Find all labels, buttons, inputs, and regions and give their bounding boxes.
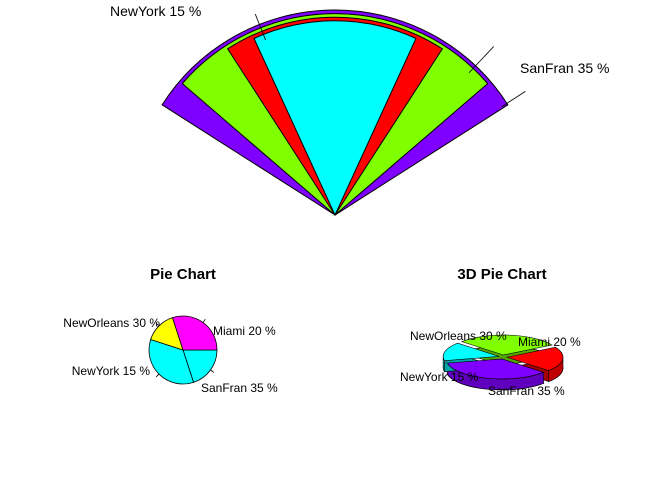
pie-leader-miami	[210, 369, 215, 373]
pie3d-label-newyork: NewYork 15 %	[400, 370, 479, 384]
pie3d-label-miami: Miami 20 %	[518, 335, 581, 349]
fan-chart: SanFran 35 % NewYork 15 %	[110, 3, 610, 217]
pie-chart: Miami 20 % SanFran 35 % NewYork 15 % NewOrl…	[63, 315, 278, 395]
pie-leader-neworleans	[202, 318, 206, 323]
pie3d-slice-newyork	[442, 342, 500, 361]
pie3d-slice-sanfran	[446, 358, 545, 380]
fan-label-newyork: NewYork 15 %	[110, 3, 201, 19]
pie3d-chart-title: 3D Pie Chart	[457, 266, 546, 283]
pie3d-slice-neworleans	[460, 334, 553, 356]
fan-leader-sanfran	[501, 91, 526, 107]
pie-label-miami: Miami 20 %	[213, 324, 276, 338]
pie-label-newyork: NewYork 15 %	[72, 364, 151, 378]
pie3d-slice-miami	[505, 346, 564, 371]
fan-label-sanfran: SanFran 35 %	[520, 60, 610, 76]
pie3d-chart: Miami 20 % SanFran 35 % NewYork 15 % NewOrl…	[400, 329, 581, 398]
pie3d-label-neworleans: NewOrleans 30 %	[410, 329, 507, 343]
fan-sector-newyork	[253, 20, 417, 217]
fan-leader-newyork	[254, 13, 266, 41]
pie3d-label-sanfran: SanFran 35 %	[488, 384, 565, 398]
pie-label-neworleans: NewOrleans 30 %	[63, 316, 160, 330]
pie-slice-miami	[182, 349, 218, 383]
pie-leader-sanfran	[155, 373, 160, 378]
pie-label-sanfran: SanFran 35 %	[201, 381, 278, 395]
pie-leader-newyork	[155, 322, 160, 327]
fan-leader-neworleans	[468, 46, 494, 74]
pie-chart-title: Pie Chart	[150, 266, 216, 283]
